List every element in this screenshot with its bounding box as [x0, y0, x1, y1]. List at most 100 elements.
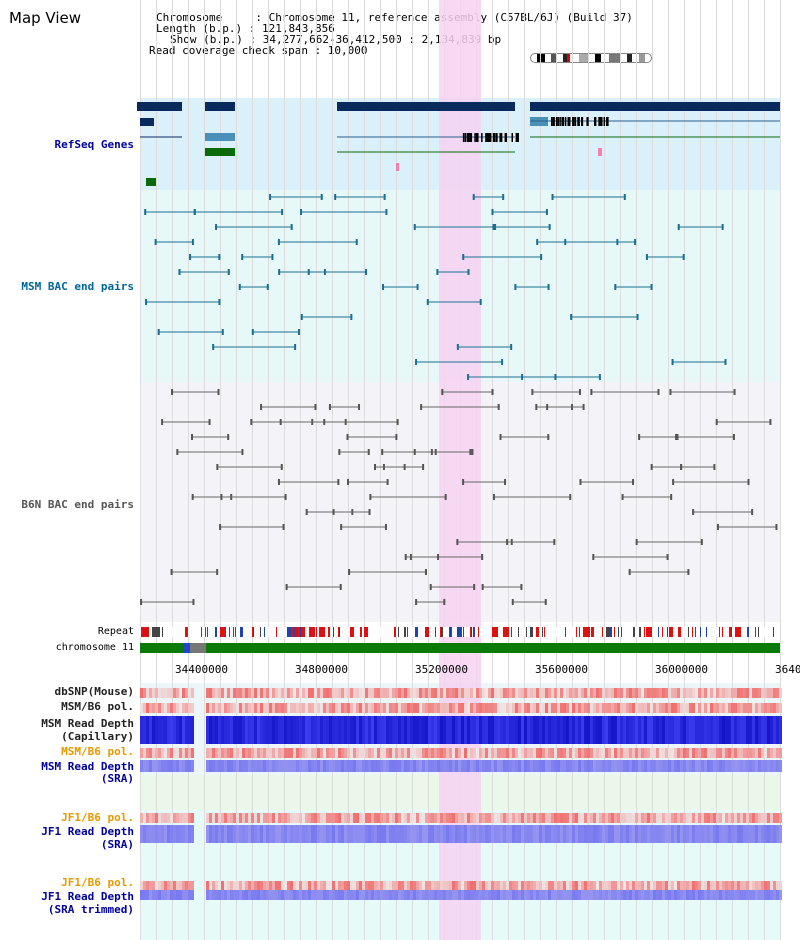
- msm-bac-end[interactable]: [191, 239, 194, 245]
- b6n-bac-end[interactable]: [473, 584, 476, 590]
- b6n-bac-end[interactable]: [443, 599, 446, 605]
- b6n-bac-end[interactable]: [191, 494, 194, 500]
- refseq-exon[interactable]: [515, 133, 518, 142]
- b6n-bac-end[interactable]: [219, 524, 222, 530]
- msm-bac-end[interactable]: [416, 284, 419, 290]
- msm-bac-end[interactable]: [502, 194, 505, 200]
- b6n-bac-end[interactable]: [628, 569, 631, 575]
- refseq-exon[interactable]: [469, 133, 471, 142]
- refseq-exon[interactable]: [603, 117, 606, 126]
- b6n-bac-end[interactable]: [592, 554, 595, 560]
- refseq-exon[interactable]: [553, 117, 555, 126]
- msm-bac-end[interactable]: [227, 269, 230, 275]
- b6n-bac-end[interactable]: [715, 419, 718, 425]
- refseq-exon[interactable]: [499, 133, 501, 142]
- b6n-bac-end[interactable]: [171, 389, 174, 395]
- refseq-exon[interactable]: [492, 133, 495, 142]
- b6n-bac-end[interactable]: [429, 584, 432, 590]
- msm-bac-end[interactable]: [269, 194, 272, 200]
- msm-bac-end[interactable]: [271, 254, 274, 260]
- msm-bac-end[interactable]: [218, 299, 221, 305]
- refseq-exon[interactable]: [598, 117, 600, 126]
- refseq-exon[interactable]: [511, 133, 514, 142]
- refseq-gene[interactable]: [530, 102, 780, 111]
- b6n-bac-end[interactable]: [161, 419, 164, 425]
- msm-bac-end[interactable]: [385, 209, 388, 215]
- msm-bac-end[interactable]: [724, 359, 727, 365]
- msm-bac-end[interactable]: [218, 254, 221, 260]
- b6n-bac-end[interactable]: [520, 584, 523, 590]
- b6n-bac-end[interactable]: [314, 404, 317, 410]
- msm-bac-end[interactable]: [514, 284, 517, 290]
- msm-bac-end[interactable]: [491, 209, 494, 215]
- b6n-bac-end[interactable]: [481, 554, 484, 560]
- msm-bac-end[interactable]: [501, 359, 504, 365]
- b6n-bac-end[interactable]: [471, 449, 474, 455]
- msm-bac-end[interactable]: [614, 284, 617, 290]
- msm-bac-end[interactable]: [634, 239, 637, 245]
- refseq-exon[interactable]: [564, 117, 567, 126]
- refseq-gene[interactable]: [205, 133, 235, 141]
- msm-bac-end[interactable]: [645, 254, 648, 260]
- b6n-bac-end[interactable]: [403, 464, 406, 470]
- refseq-exon[interactable]: [551, 117, 553, 126]
- msm-bac-end[interactable]: [547, 284, 550, 290]
- b6n-bac-end[interactable]: [638, 434, 641, 440]
- msm-bac-end[interactable]: [300, 314, 303, 320]
- msm-bac-end[interactable]: [334, 194, 337, 200]
- b6n-bac-end[interactable]: [775, 524, 778, 530]
- msm-bac-end[interactable]: [157, 329, 160, 335]
- b6n-bac-end[interactable]: [170, 569, 173, 575]
- b6n-bac-end[interactable]: [670, 494, 673, 500]
- refseq-exon[interactable]: [477, 133, 479, 142]
- b6n-bac-end[interactable]: [632, 479, 635, 485]
- refseq-gene[interactable]: [146, 178, 156, 186]
- refseq-exon[interactable]: [496, 133, 498, 142]
- b6n-bac-end[interactable]: [582, 404, 585, 410]
- refseq-exon[interactable]: [557, 117, 559, 126]
- b6n-bac-end[interactable]: [260, 404, 263, 410]
- refseq-exon[interactable]: [464, 133, 467, 142]
- b6n-bac-end[interactable]: [590, 389, 593, 395]
- refseq-gene[interactable]: [137, 102, 182, 111]
- msm-bac-end[interactable]: [212, 344, 215, 350]
- b6n-bac-end[interactable]: [337, 479, 340, 485]
- b6n-bac-label[interactable]: B6N BAC end pairs: [21, 498, 134, 511]
- msm-bac-end[interactable]: [278, 269, 281, 275]
- refseq-exon[interactable]: [495, 133, 497, 142]
- b6n-bac-end[interactable]: [395, 434, 398, 440]
- msm-bac-end[interactable]: [365, 269, 368, 275]
- b6n-bac-end[interactable]: [340, 524, 343, 530]
- refseq-exon[interactable]: [487, 133, 489, 142]
- b6n-bac-end[interactable]: [191, 434, 194, 440]
- msm-bac-end[interactable]: [570, 314, 573, 320]
- b6n-bac-end[interactable]: [358, 404, 361, 410]
- msm-bac-end[interactable]: [241, 254, 244, 260]
- refseq-gene[interactable]: [205, 148, 235, 156]
- repeat-track[interactable]: [140, 627, 780, 637]
- refseq-genes-label[interactable]: RefSeq Genes: [54, 138, 134, 151]
- chromosome-bar[interactable]: [140, 643, 780, 653]
- msm-bac-end[interactable]: [682, 254, 685, 260]
- b6n-bac-end[interactable]: [332, 509, 335, 515]
- msm-bac-end[interactable]: [238, 284, 241, 290]
- msm-bac-end[interactable]: [462, 254, 465, 260]
- b6n-bac-end[interactable]: [672, 479, 675, 485]
- b6n-bac-end[interactable]: [506, 539, 509, 545]
- b6n-bac-end[interactable]: [481, 584, 484, 590]
- b6n-bac-end[interactable]: [220, 494, 223, 500]
- msm-bac-label[interactable]: MSM BAC end pairs: [21, 280, 134, 293]
- b6n-bac-end[interactable]: [569, 494, 572, 500]
- msm-bac-end[interactable]: [510, 344, 513, 350]
- msm-bac-end[interactable]: [548, 224, 551, 230]
- b6n-bac-end[interactable]: [456, 539, 459, 545]
- msm-bac-end[interactable]: [277, 239, 280, 245]
- refseq-exon[interactable]: [606, 117, 608, 126]
- b6n-bac-end[interactable]: [546, 404, 549, 410]
- msm-bac-end[interactable]: [598, 374, 601, 380]
- msm-bac-end[interactable]: [145, 299, 148, 305]
- refseq-exon[interactable]: [555, 117, 558, 126]
- b6n-bac-end[interactable]: [579, 479, 582, 485]
- b6n-bac-end[interactable]: [282, 524, 285, 530]
